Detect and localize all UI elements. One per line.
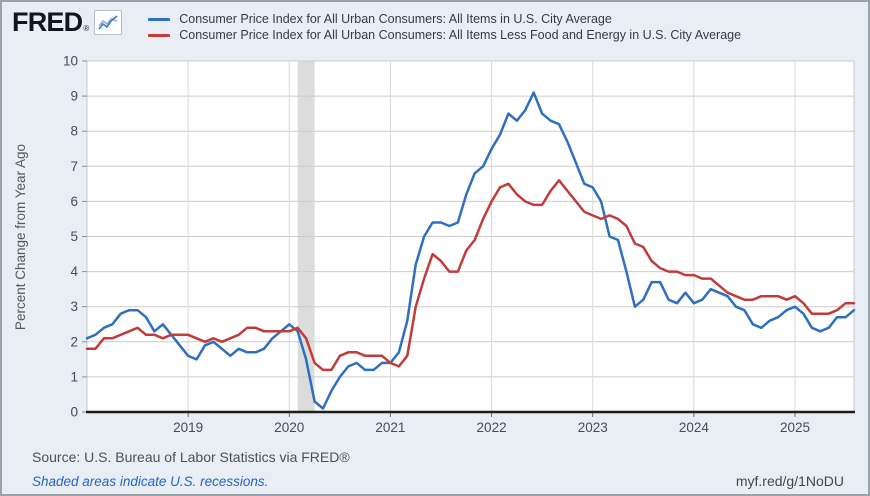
chart-legend: Consumer Price Index for All Urban Consu… [148, 7, 741, 43]
y-tick-label: 1 [70, 369, 78, 384]
series-line-cpi-less-food-energy[interactable] [85, 179, 856, 372]
y-tick-label: 9 [70, 89, 78, 104]
legend-label-cpi-less-food-energy: Consumer Price Index for All Urban Consu… [179, 28, 742, 42]
legend-item-cpi-less-food-energy[interactable]: Consumer Price Index for All Urban Consu… [148, 27, 741, 43]
x-tick-label: 2023 [578, 420, 608, 435]
y-tick-label: 2 [70, 334, 78, 349]
series-line-cpi-all-items[interactable] [85, 91, 856, 410]
legend-item-cpi-all-items[interactable]: Consumer Price Index for All Urban Consu… [148, 11, 741, 27]
series-swatch-red [148, 33, 171, 37]
y-tick-label: 6 [70, 194, 78, 209]
x-tick-label: 2020 [274, 420, 304, 435]
fred-logo[interactable]: FRED ® [12, 7, 123, 37]
y-tick-label: 0 [70, 405, 78, 420]
y-tick-label: 5 [70, 229, 78, 244]
fred-sparkline-icon [94, 9, 123, 35]
y-tick-label: 10 [63, 54, 78, 69]
x-tick-label: 2021 [375, 420, 405, 435]
source-attribution: Source: U.S. Bureau of Labor Statistics … [32, 449, 350, 465]
x-tick-label: 2019 [173, 420, 203, 435]
x-tick-label: 2022 [477, 420, 507, 435]
x-tick-label: 2025 [780, 420, 810, 435]
recession-note-link[interactable]: Shaded areas indicate U.S. recessions. [32, 474, 269, 489]
y-tick-label: 3 [70, 299, 78, 314]
graph-short-url[interactable]: myf.red/g/1NoDU [735, 473, 844, 489]
x-tick-label: 2024 [679, 420, 710, 435]
legend-label-cpi-all-items: Consumer Price Index for All Urban Consu… [179, 12, 612, 26]
y-axis-title: Percent Change from Year Ago [13, 144, 28, 330]
y-tick-label: 4 [70, 264, 78, 279]
y-tick-label: 7 [70, 159, 78, 174]
y-tick-label: 8 [70, 124, 78, 139]
fred-logo-text: FRED [12, 7, 83, 37]
series-swatch-blue [148, 17, 171, 21]
registered-mark: ® [83, 24, 90, 33]
header: FRED ® Consumer Price Index for All Urban… [12, 7, 741, 43]
